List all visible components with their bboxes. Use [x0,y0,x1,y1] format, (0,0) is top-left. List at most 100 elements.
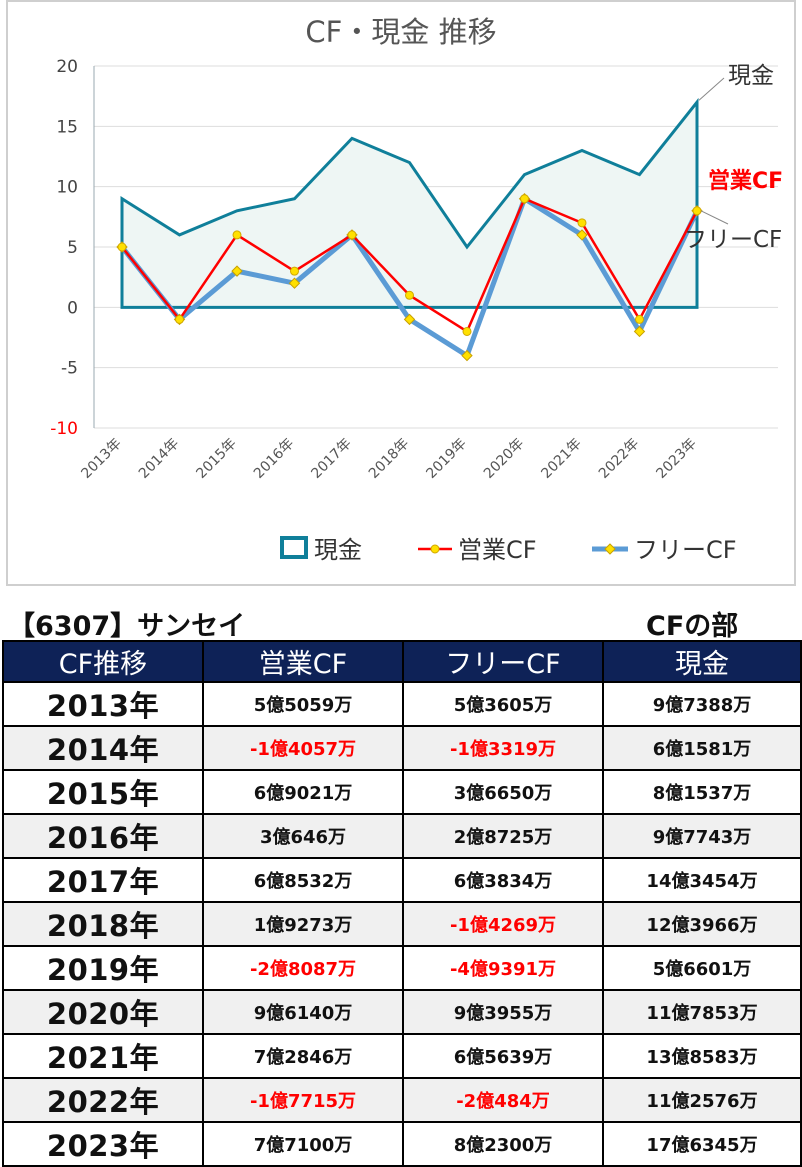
table-header-row: CF推移 営業CF フリーCF 現金 [2,640,802,683]
free-cf-cell: 6億3834万 [402,857,604,903]
cash-cell: 12億3966万 [602,901,802,947]
free-cf-label-leader [700,210,729,225]
free-cf-cell: -1億3319万 [402,725,604,771]
x-tick-label: 2018年 [366,436,412,482]
year-cell: 2022年 [2,1077,204,1123]
legend-cash-swatch [280,536,308,559]
free-cf-cell: 3億6650万 [402,769,604,815]
x-tick-label: 2022年 [596,436,642,482]
cash-cell: 6億1581万 [602,725,802,771]
cash-cell: 13億8583万 [602,1033,802,1079]
free-cf-point [231,265,243,277]
op-cf-cell: 9億6140万 [202,989,404,1035]
op-cf-point [577,218,587,228]
free-cf-point [461,349,473,362]
cash-end-label: 現金 [728,63,774,89]
x-tick-label: 2013年 [78,436,124,482]
x-tick-label: 2019年 [423,436,469,482]
x-tick-label: 2023年 [653,436,699,482]
section-heading: CFの部 [646,611,739,642]
year-cell: 2023年 [2,1121,204,1167]
y-tick-label: 15 [56,117,78,137]
table-row: 2018年 1億9273万 -1億4269万 12億3966万 [2,901,802,947]
op-cf-point [117,242,127,252]
op-cf-cell: 6億8532万 [202,857,404,903]
cash-cell: 5億6601万 [602,945,802,991]
table-row: 2013年 5億5059万 5億3605万 9億7388万 [2,681,802,727]
x-tick-label: 2021年 [538,436,584,482]
op-cf-point [692,206,702,216]
op-cf-cell: 6億9021万 [202,769,404,815]
legend-free-cf-marker [604,543,616,555]
table-row: 2016年 3億646万 2億8725万 9億7743万 [2,813,802,859]
op-cf-point [462,326,472,336]
free-cf-point [403,313,416,326]
year-cell: 2019年 [2,945,204,991]
x-tick-label: 2020年 [481,436,527,482]
op-cf-point [232,230,242,240]
free-cf-cell: 8億2300万 [402,1121,604,1167]
cf-table: CF推移 営業CF フリーCF 現金 2013年 5億5059万 5億3605万 9億… [2,640,802,1167]
op-cf-cell: -1億4057万 [202,725,404,771]
op-cf-point [347,230,357,240]
table-row: 2022年 -1億7715万 -2億484万 11億2576万 [2,1077,802,1123]
y-tick-label: -5 [61,359,78,379]
cash-cell: 8億1537万 [602,769,802,815]
table-row: 2020年 9億6140万 9億3955万 11億7853万 [2,989,802,1035]
free-cf-cell: -4億9391万 [402,945,604,991]
table-row: 2023年 7億7100万 8億2300万 17億6345万 [2,1121,802,1167]
free-cf-cell: -2億484万 [402,1077,604,1123]
free-cf-cell: 5億3605万 [402,681,604,727]
op-cf-point [520,194,529,204]
y-tick-label: -10 [50,419,78,439]
free-cf-cell: -1億4269万 [402,901,604,947]
op-cf-point [290,266,299,276]
table-row: 2021年 7億2846万 6億5639万 13億8583万 [2,1033,802,1079]
op-cf-end-label: 営業CF [708,168,783,194]
year-cell: 2017年 [2,857,204,903]
chart-title: CF・現金 推移 [305,15,496,49]
x-tick-label: 2016年 [251,436,297,482]
op-cf-cell: 1億9273万 [202,901,404,947]
op-cf-cell: -1億7715万 [202,1077,404,1123]
op-cf-cell: 7億2846万 [202,1033,404,1079]
x-tick-label: 2015年 [193,436,239,482]
y-tick-label: 10 [56,178,78,198]
chart-frame: CF・現金 推移 20 15 10 5 0 -5 -10 2013年 2014年 2015年 2016… [6,0,796,586]
free-cf-cell: 6億5639万 [402,1033,604,1079]
cash-label-leader [698,77,725,101]
table-row: 2019年 -2億8087万 -4億9391万 5億6601万 [2,945,802,991]
cash-cell: 11億7853万 [602,989,802,1035]
x-tick-label: 2017年 [308,436,354,482]
year-cell: 2018年 [2,901,204,947]
table-row: 2015年 6億9021万 3億6650万 8億1537万 [2,769,802,815]
op-cf-cell: -2億8087万 [202,945,404,991]
free-cf-point [288,277,301,289]
header-op-cf: 営業CF [202,640,404,683]
legend-op-cf-label: 営業CF [458,536,537,564]
op-cf-point [405,290,414,300]
company-heading: 【6307】サンセイ [8,611,246,642]
legend-free-cf-label: フリーCF [634,536,737,564]
year-cell: 2016年 [2,813,204,859]
free-cf-cell: 9億3955万 [402,989,604,1035]
legend-cash-label: 現金 [314,536,362,564]
year-cell: 2014年 [2,725,204,771]
legend-op-cf-marker [430,544,440,554]
header-year: CF推移 [2,640,204,683]
series-cash-area [120,97,699,309]
cash-cell: 17億6345万 [602,1121,802,1167]
op-cf-cell: 5億5059万 [202,681,404,727]
year-cell: 2013年 [2,681,204,727]
free-cf-cell: 2億8725万 [402,813,604,859]
op-cf-cell: 7億7100万 [202,1121,404,1167]
free-cf-point [633,325,646,338]
free-cf-point [576,229,588,241]
header-cash: 現金 [602,640,802,683]
op-cf-cell: 3億646万 [202,813,404,859]
table-row: 2017年 6億8532万 6億3834万 14億3454万 [2,857,802,903]
op-cf-point [175,314,184,324]
year-cell: 2021年 [2,1033,204,1079]
y-tick-label: 0 [67,298,78,318]
cash-cell: 14億3454万 [602,857,802,903]
